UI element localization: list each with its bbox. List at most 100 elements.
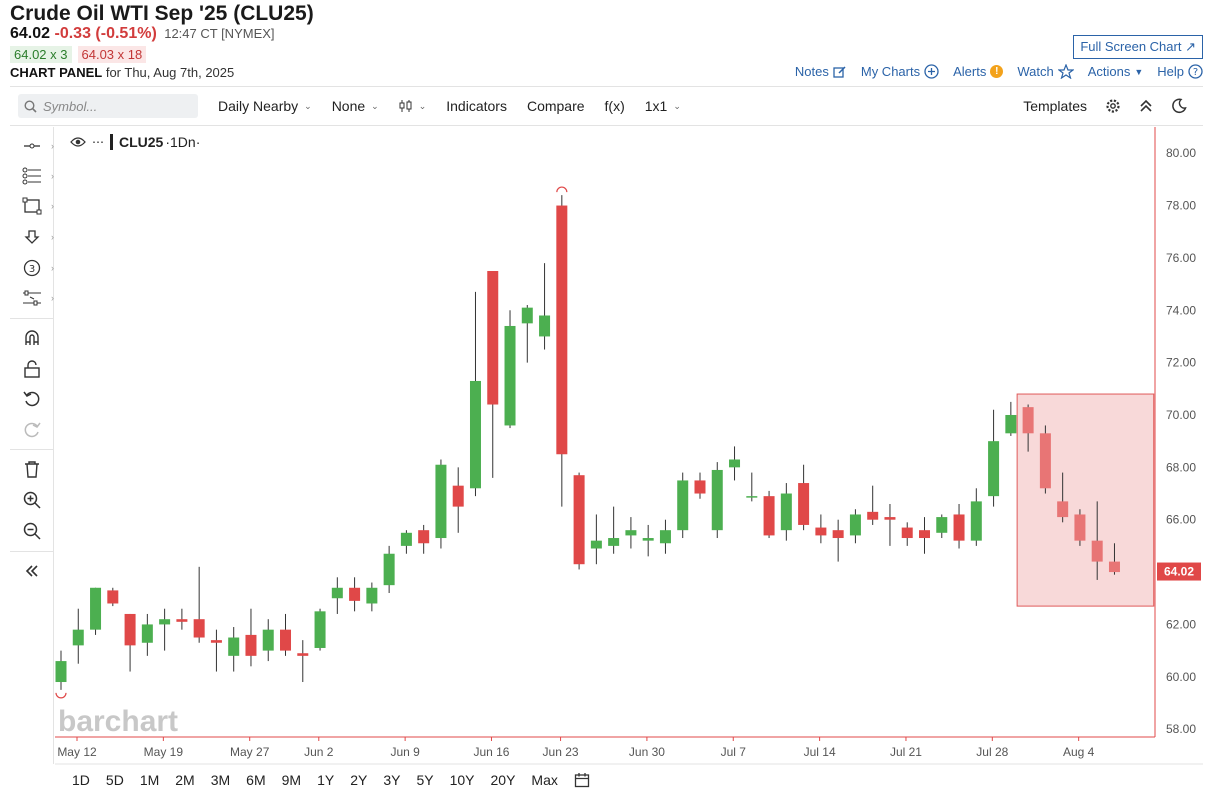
frequency-dropdown[interactable]: Daily Nearby ⌄	[218, 98, 312, 114]
expand-arrow-icon: ↗	[1185, 39, 1196, 54]
period-1m[interactable]: 1M	[139, 772, 160, 788]
overlay-dropdown[interactable]: None ⌄	[332, 98, 379, 114]
candle-body	[539, 315, 551, 337]
chevron-down-icon: ⌄	[418, 100, 427, 111]
alerts-label: Alerts	[953, 64, 987, 79]
lock-tool[interactable]	[20, 358, 44, 380]
candle-body	[798, 483, 810, 525]
period-1d[interactable]: 1D	[72, 772, 90, 788]
candle-body	[228, 637, 240, 656]
zoom-in-tool[interactable]	[20, 489, 44, 511]
legend-symbol: CLU25	[119, 134, 164, 150]
candle-body	[953, 514, 965, 541]
candle-body	[1022, 407, 1034, 434]
candle-body	[124, 613, 136, 646]
period-2m[interactable]: 2M	[175, 772, 195, 788]
period-3y[interactable]: 3Y	[383, 772, 401, 788]
candle-body	[1108, 561, 1120, 573]
candlestick-type-icon	[399, 100, 412, 112]
alerts-link[interactable]: Alerts !	[953, 64, 1004, 79]
annotation-tool[interactable]: ›	[20, 226, 54, 248]
x-tick-label: Jul 14	[804, 745, 836, 759]
period-20y[interactable]: 20Y	[490, 772, 516, 788]
star-icon	[1057, 64, 1074, 79]
time-exchange: 12:47 CT [NYMEX]	[164, 26, 275, 41]
shape-tool[interactable]: ›	[20, 195, 54, 217]
candle-body	[1005, 414, 1017, 434]
chart-type-dropdown[interactable]: ⌄	[399, 99, 427, 113]
period-max[interactable]: Max	[531, 772, 558, 788]
my-charts-link[interactable]: My Charts	[861, 64, 939, 79]
compare-button[interactable]: Compare	[526, 98, 585, 114]
candle-body	[210, 640, 222, 643]
zoom-out-icon	[23, 522, 41, 540]
delete-tool[interactable]	[20, 458, 44, 480]
period-3m[interactable]: 3M	[210, 772, 231, 788]
x-tick-label: Jul 21	[890, 745, 922, 759]
candle-body	[504, 325, 516, 426]
candle-body	[780, 493, 792, 531]
eye-icon[interactable]	[70, 136, 86, 148]
magnet-tool[interactable]	[20, 327, 44, 349]
last-price-label: 64.02	[1164, 565, 1194, 579]
full-screen-chart-button[interactable]: Full Screen Chart ↗	[1073, 35, 1203, 59]
x-tick-label: Jul 28	[976, 745, 1008, 759]
redo-icon	[24, 422, 41, 438]
x-tick-label: May 12	[57, 745, 97, 759]
period-5d[interactable]: 5D	[105, 772, 124, 788]
zoom-out-tool[interactable]	[20, 520, 44, 542]
help-label: Help	[1157, 64, 1184, 79]
y-tick-label: 70.00	[1166, 408, 1196, 422]
layout-dropdown[interactable]: 1x1 ⌄	[645, 98, 681, 114]
x-tick-label: Jun 2	[304, 745, 334, 759]
period-9m[interactable]: 9M	[281, 772, 302, 788]
period-1y[interactable]: 1Y	[317, 772, 335, 788]
candle-body	[400, 532, 412, 546]
trend-line-tool[interactable]: ›	[20, 165, 54, 187]
templates-button[interactable]: Templates	[1023, 98, 1087, 114]
notes-link[interactable]: Notes	[795, 64, 847, 79]
y-tick-label: 66.00	[1166, 513, 1196, 527]
x-tick-label: Jun 23	[543, 745, 579, 759]
help-link[interactable]: Help ?	[1157, 64, 1203, 79]
symbol-search-input[interactable]: Symbol...	[18, 94, 198, 118]
candle-body	[815, 527, 827, 536]
chart-panel-label: CHART PANEL for Thu, Aug 7th, 2025	[10, 65, 234, 80]
instrument-title: Crude Oil WTI Sep '25 (CLU25)	[10, 2, 314, 25]
ask-size: 64.03 x 18	[77, 46, 147, 63]
candle-body	[55, 661, 67, 683]
candle-body	[573, 475, 585, 565]
period-5y[interactable]: 5Y	[416, 772, 434, 788]
candle-body	[487, 270, 499, 405]
undo-tool[interactable]	[20, 388, 44, 410]
candle-body	[521, 307, 533, 324]
actions-menu[interactable]: Actions ▼	[1088, 64, 1144, 79]
indicators-button[interactable]: Indicators	[446, 98, 507, 114]
watch-link[interactable]: Watch	[1017, 64, 1074, 79]
candle-body	[988, 441, 1000, 497]
redo-tool[interactable]	[20, 419, 44, 441]
collapse-icon[interactable]	[1139, 99, 1153, 113]
period-10y[interactable]: 10Y	[449, 772, 475, 788]
dark-mode-icon[interactable]	[1171, 98, 1187, 114]
measure-icon	[23, 290, 41, 306]
more-options-icon[interactable]: ⋯	[92, 135, 104, 149]
function-button[interactable]: f(x)	[604, 98, 625, 114]
candle-body	[1057, 501, 1069, 518]
chart-legend: ⋯ CLU25 ·1Dn·	[70, 134, 200, 150]
chevron-right-icon: ›	[51, 141, 54, 151]
zoom-in-icon	[23, 491, 41, 509]
chevron-right-icon: ›	[51, 263, 54, 273]
settings-gear-icon[interactable]	[1105, 98, 1121, 114]
numbered-marker-tool[interactable]: 3 ›	[20, 257, 54, 279]
collapse-rail-button[interactable]	[20, 560, 44, 582]
crosshair-line-icon	[24, 143, 40, 149]
crosshair-tool[interactable]: ›	[20, 135, 54, 157]
chevron-down-icon: ⌄	[673, 100, 681, 111]
measure-tool[interactable]: ›	[20, 287, 54, 309]
chevron-down-icon: ⌄	[304, 100, 312, 111]
calendar-icon[interactable]	[574, 772, 590, 788]
y-tick-label: 76.00	[1166, 251, 1196, 265]
period-6m[interactable]: 6M	[246, 772, 266, 788]
period-2y[interactable]: 2Y	[350, 772, 368, 788]
